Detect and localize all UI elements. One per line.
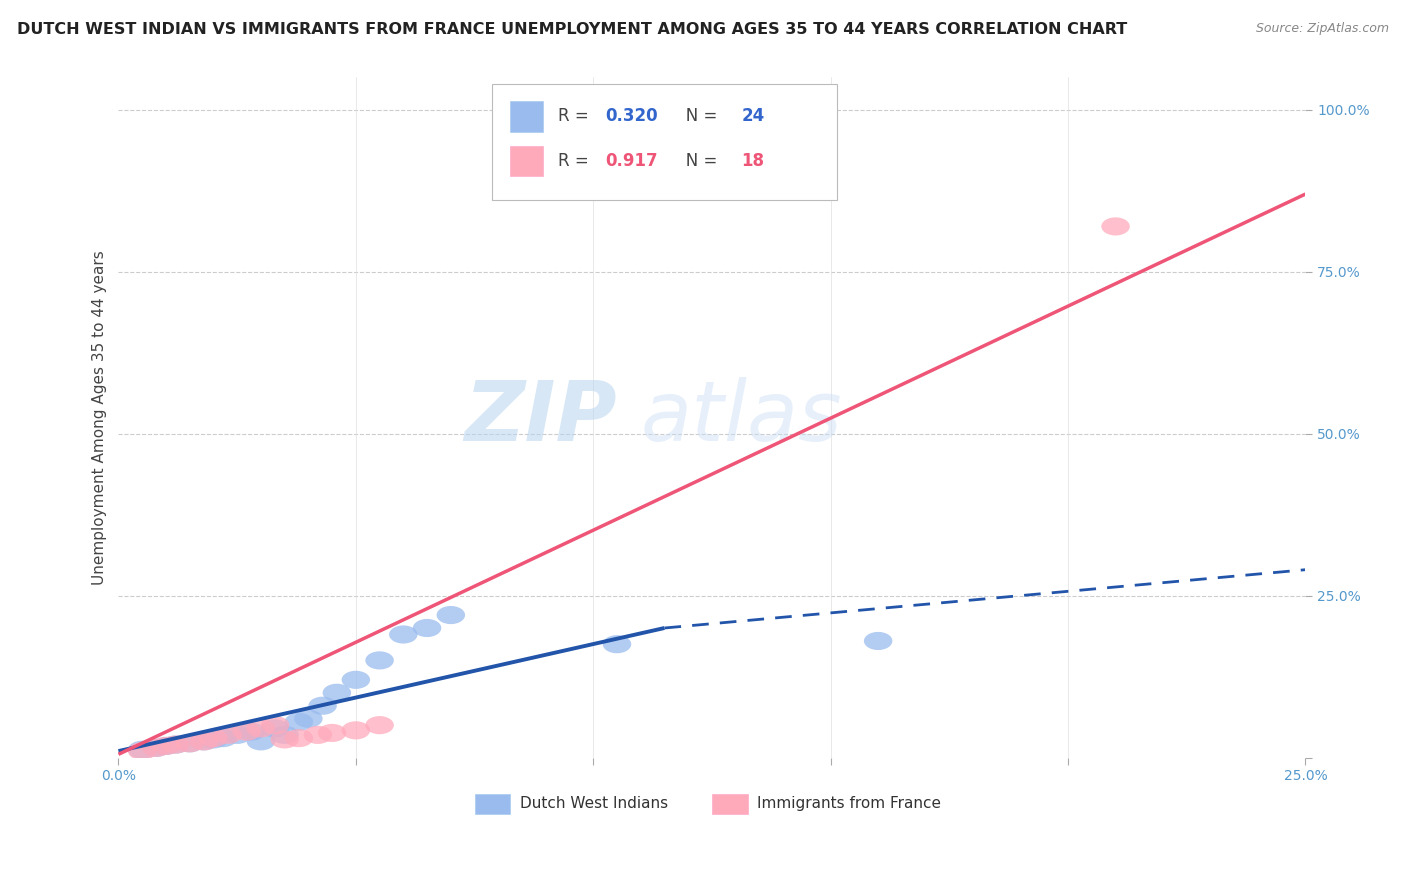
Ellipse shape [863,632,893,650]
Ellipse shape [1101,218,1130,235]
Ellipse shape [152,737,180,755]
Ellipse shape [342,722,370,739]
Text: DUTCH WEST INDIAN VS IMMIGRANTS FROM FRANCE UNEMPLOYMENT AMONG AGES 35 TO 44 YEA: DUTCH WEST INDIAN VS IMMIGRANTS FROM FRA… [17,22,1128,37]
Text: atlas: atlas [641,377,842,458]
Ellipse shape [294,710,322,728]
Text: Immigrants from France: Immigrants from France [756,797,941,812]
Ellipse shape [142,739,170,757]
Text: 24: 24 [741,107,765,125]
Text: R =: R = [558,107,593,125]
Text: N =: N = [671,107,723,125]
Ellipse shape [162,736,190,754]
Text: Source: ZipAtlas.com: Source: ZipAtlas.com [1256,22,1389,36]
Ellipse shape [318,724,346,742]
Bar [510,101,543,131]
Ellipse shape [308,697,337,714]
Ellipse shape [437,606,465,624]
Ellipse shape [232,723,262,740]
Ellipse shape [270,731,299,748]
Text: R =: R = [558,153,593,170]
Text: N =: N = [671,153,723,170]
Ellipse shape [389,625,418,643]
Ellipse shape [176,734,204,752]
Text: 18: 18 [741,153,765,170]
Ellipse shape [214,726,242,744]
Ellipse shape [142,739,170,757]
Ellipse shape [162,736,190,754]
Ellipse shape [208,729,238,747]
Text: Dutch West Indians: Dutch West Indians [520,797,668,812]
Ellipse shape [152,737,180,755]
Ellipse shape [603,635,631,653]
Text: 0.917: 0.917 [605,153,658,170]
Ellipse shape [262,719,290,738]
Ellipse shape [262,716,290,734]
Ellipse shape [190,732,218,750]
Ellipse shape [176,734,204,752]
Ellipse shape [322,683,352,702]
Ellipse shape [270,726,299,744]
Bar [711,794,748,814]
Y-axis label: Unemployment Among Ages 35 to 44 years: Unemployment Among Ages 35 to 44 years [93,250,107,585]
Ellipse shape [190,732,218,750]
Ellipse shape [128,740,156,759]
Ellipse shape [284,713,314,731]
Ellipse shape [413,619,441,637]
Ellipse shape [200,729,228,747]
Bar [475,794,510,814]
Text: 0.320: 0.320 [605,107,658,125]
FancyBboxPatch shape [492,84,837,200]
Ellipse shape [200,731,228,748]
Ellipse shape [366,651,394,670]
Ellipse shape [128,742,156,760]
Ellipse shape [284,729,314,747]
Ellipse shape [246,732,276,750]
Ellipse shape [366,716,394,734]
Ellipse shape [342,671,370,689]
Ellipse shape [304,726,332,744]
Text: ZIP: ZIP [464,377,617,458]
Ellipse shape [224,726,252,744]
Ellipse shape [246,719,276,738]
Ellipse shape [238,723,266,740]
Bar [510,145,543,177]
